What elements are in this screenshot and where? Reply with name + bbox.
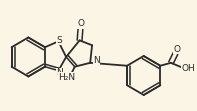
Text: O: O — [77, 19, 84, 28]
Text: N: N — [56, 68, 63, 77]
Text: OH: OH — [181, 64, 195, 73]
Text: S: S — [57, 36, 62, 45]
Text: H₂N: H₂N — [59, 73, 76, 82]
Text: N: N — [93, 56, 100, 65]
Text: O: O — [173, 45, 180, 54]
